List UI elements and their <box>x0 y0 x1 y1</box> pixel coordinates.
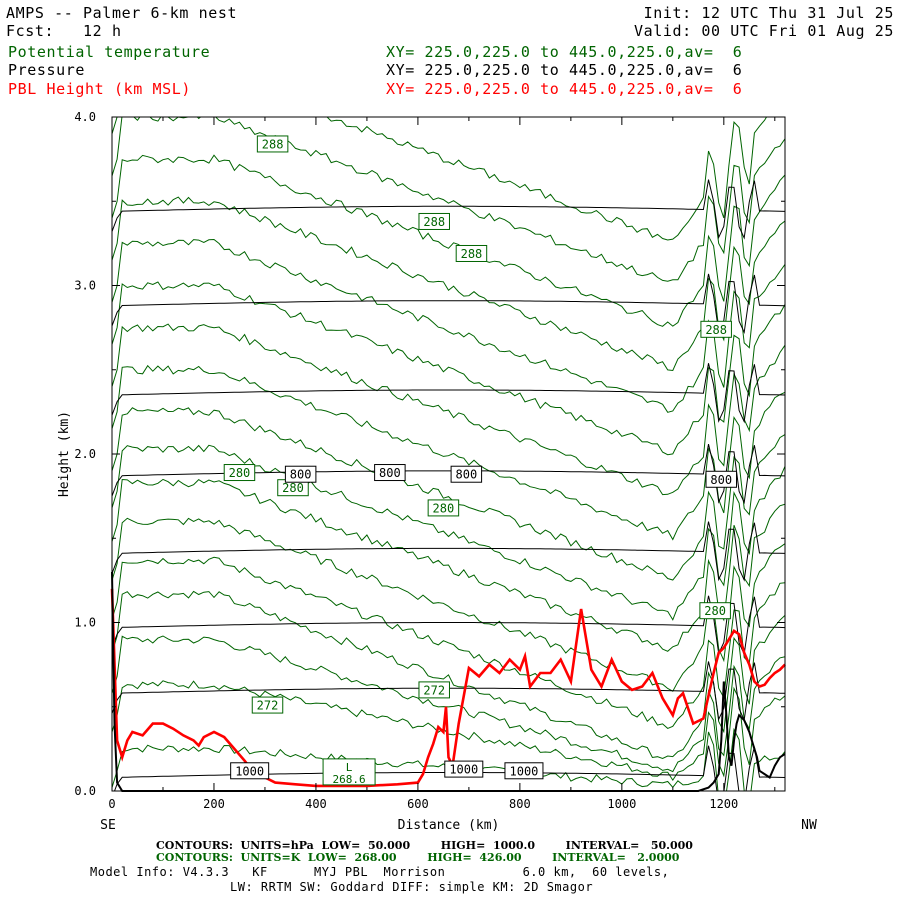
pressure-label-box <box>284 465 317 483</box>
pressure-contour-line <box>112 595 785 656</box>
footer-pressure-contours: CONTOURS: UNITS=hPa LOW= 50.000 HIGH= 10… <box>156 839 693 852</box>
pressure-label-box <box>705 470 738 488</box>
field-theta-xy: XY= 225.0,225.0 to 445.0,225.0,av= 6 <box>386 43 743 61</box>
theta-label-box <box>256 135 289 153</box>
theta-label: 288 <box>262 137 284 151</box>
theta-label-box <box>700 320 732 338</box>
pressure-contours <box>112 179 785 791</box>
footer-physics-info: LW: RRTM SW: Goddard DIFF: simple KM: 2D… <box>230 880 594 894</box>
pressure-contour-line <box>112 443 785 505</box>
theta-label: 272 <box>257 699 279 713</box>
theta-label: 288 <box>423 215 445 229</box>
x-tick-label: 1000 <box>607 797 636 811</box>
theta-contour-line <box>112 635 785 773</box>
theta-contour-line <box>112 238 785 413</box>
x-end-label-left: SE <box>100 818 116 833</box>
pressure-label: 800 <box>379 466 401 480</box>
x-tick-label: 0 <box>108 797 115 811</box>
axes: 0 200 400 600 800 1000 1200 0.0 1.0 2.0 3.0 4.0 Dist… <box>57 110 817 833</box>
pressure-label: 800 <box>710 473 732 487</box>
theta-contours <box>112 117 785 791</box>
pressure-label: 1000 <box>510 764 539 778</box>
pressure-contour-line <box>112 273 785 335</box>
contour-labels: 288 288 288 288 280 280 280 280 272 272 1000 1000 10… <box>223 135 738 786</box>
theta-contour-line <box>112 117 768 241</box>
pressure-label-box <box>450 465 483 483</box>
theta-contour-line <box>112 117 785 282</box>
theta-contour-line <box>112 364 785 541</box>
theta-label-box <box>455 244 488 262</box>
theta-label-box <box>418 681 450 699</box>
y-tick-label: 0.0 <box>74 784 96 798</box>
footer-theta-contours: CONTOURS: UNITS=K LOW= 268.00 HIGH= 426.… <box>156 851 680 864</box>
low-marker-box <box>322 758 376 786</box>
pressure-label-box <box>444 760 484 778</box>
pressure-label: 1000 <box>449 763 478 777</box>
field-pbl-name: PBL Height (km MSL) <box>8 80 191 98</box>
pressure-contour-line <box>112 521 785 582</box>
x-tick-label: 800 <box>509 797 531 811</box>
y-tick-label: 1.0 <box>74 616 96 630</box>
theta-contour-line <box>112 407 785 581</box>
theta-contour-line <box>112 281 785 456</box>
y-tick-label: 4.0 <box>74 110 96 124</box>
y-tick-label: 3.0 <box>74 279 96 293</box>
theta-label-box <box>251 696 284 714</box>
field-theta-name: Potential temperature <box>8 43 211 61</box>
theta-label: 280 <box>704 604 726 618</box>
theta-contour-line <box>112 517 785 692</box>
pressure-label: 800 <box>456 468 478 482</box>
theta-contour-line <box>112 154 785 327</box>
pressure-label: 800 <box>290 468 312 482</box>
terrain-line <box>111 571 786 792</box>
x-tick-label: 1200 <box>709 797 738 811</box>
theta-label: 280 <box>229 466 251 480</box>
cross-section-plot: 288 288 288 288 280 280 280 280 272 272 1000 1000 10… <box>57 110 817 833</box>
field-pressure-xy: XY= 225.0,225.0 to 445.0,225.0,av= 6 <box>386 61 743 79</box>
init-time: Init: 12 UTC Thu 31 Jul 25 <box>643 4 894 22</box>
theta-contour-line <box>112 444 785 621</box>
theta-contour-line <box>112 323 785 496</box>
x-axis-label: Distance (km) <box>398 818 500 833</box>
pressure-contour-line <box>112 363 785 424</box>
x-tick-label: 600 <box>407 797 429 811</box>
theta-label: 288 <box>705 323 727 337</box>
low-marker-letter: L <box>346 761 353 774</box>
pressure-label-box <box>504 762 544 780</box>
y-tick-label: 2.0 <box>74 447 96 461</box>
low-marker-value: 268.6 <box>333 773 366 786</box>
x-tick-label: 400 <box>305 797 327 811</box>
theta-label-box <box>427 499 460 517</box>
theta-label: 280 <box>282 481 304 495</box>
theta-label-box <box>223 464 256 482</box>
forecast-hour: Fcst: 12 h <box>6 22 122 40</box>
series-lines <box>110 571 786 792</box>
pbl-height-line <box>110 588 786 788</box>
theta-contour-line <box>112 556 785 729</box>
theta-label-box <box>699 602 731 620</box>
theta-contour-line <box>112 478 785 652</box>
field-pressure-name: Pressure <box>8 61 86 79</box>
pressure-label-box <box>230 762 270 780</box>
pressure-label-box <box>374 464 406 482</box>
x-tick-label: 200 <box>203 797 225 811</box>
footer-model-info: Model Info: V4.3.3 KF MYJ PBL Morrison 6… <box>90 865 670 879</box>
theta-contour-line <box>112 196 785 372</box>
x-end-label-right: NW <box>801 818 817 833</box>
theta-label-box <box>418 212 450 230</box>
pressure-contour-line <box>112 179 785 240</box>
valid-time: Valid: 00 UTC Fri 01 Aug 25 <box>633 22 894 40</box>
pressure-label: 1000 <box>235 764 264 778</box>
theta-label: 288 <box>461 247 483 261</box>
theta-label: 272 <box>423 683 445 697</box>
field-pbl-xy: XY= 225.0,225.0 to 445.0,225.0,av= 6 <box>386 80 743 98</box>
chart-title: AMPS -- Palmer 6-km nest <box>6 4 238 22</box>
y-axis-label: Height (km) <box>57 411 72 497</box>
theta-label: 280 <box>433 501 455 515</box>
theta-contour-line <box>112 590 785 760</box>
